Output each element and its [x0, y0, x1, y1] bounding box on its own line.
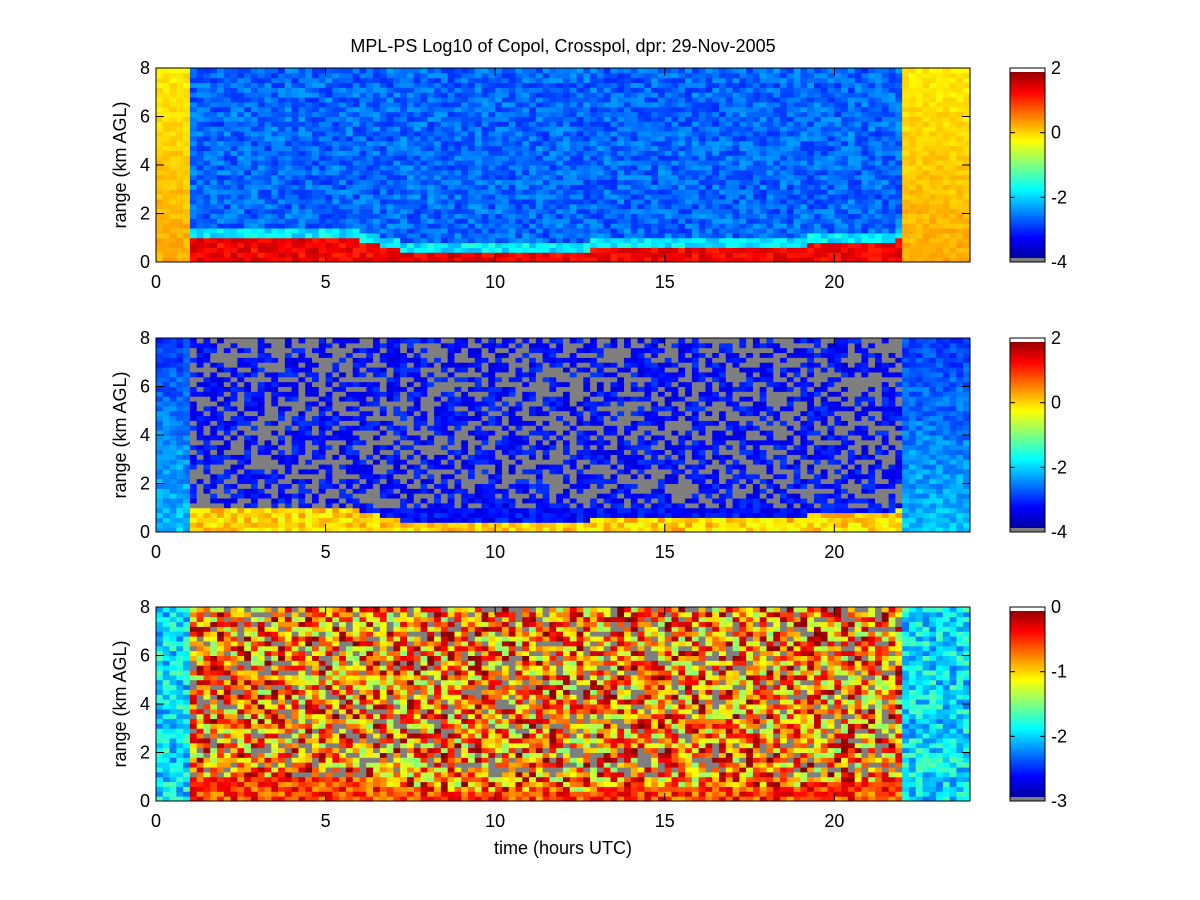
- x-tick-label-1-10: 10: [485, 272, 505, 292]
- x-tick-label-1-20: 20: [824, 272, 844, 292]
- colorbar-missing-2: [1010, 528, 1045, 532]
- heatmap-field-2: [156, 338, 971, 533]
- y-tick-label-1-8: 8: [140, 58, 150, 78]
- colorbar-1: 2 0 -2 -4: [1009, 58, 1067, 272]
- x-tick-label-1-5: 5: [321, 272, 331, 292]
- y-tick-label-3-8: 8: [140, 597, 150, 617]
- x-axis-label: time (hours UTC): [494, 838, 632, 858]
- colorbar-gradient-3: [1010, 607, 1045, 801]
- colorbar-missing-3: [1010, 797, 1045, 801]
- y-tick-label-2-0: 0: [140, 522, 150, 542]
- x-tick-label-3-5: 5: [321, 811, 331, 831]
- x-tick-label-2-10: 10: [485, 542, 505, 562]
- y-axis-label-2: range (km AGL): [110, 371, 130, 498]
- x-tick-label-2-0: 0: [151, 542, 161, 562]
- x-tick-label-2-5: 5: [321, 542, 331, 562]
- cb-tick-label-2-2: 2: [1051, 328, 1061, 348]
- cb-tick-label-2--4: -4: [1051, 522, 1067, 542]
- colorbar-box-3: [1009, 606, 1046, 802]
- x-tick-label-3-15: 15: [655, 811, 675, 831]
- heatmap-field-3: [156, 607, 971, 802]
- chart-title: MPL-PS Log10 of Copol, Crosspol, dpr: 29…: [350, 36, 775, 56]
- x-tick-label-1-15: 15: [655, 272, 675, 292]
- y-tick-label-3-2: 2: [140, 743, 150, 763]
- cb-tick-label-3--2: -2: [1051, 726, 1067, 746]
- cb-tick-label-3--3: -3: [1051, 791, 1067, 811]
- y-tick-label-3-6: 6: [140, 646, 150, 666]
- colorbar-3: 0 -1 -2 -3: [1009, 597, 1067, 811]
- colorbar-box-2: [1009, 337, 1046, 533]
- x-tick-label-3-10: 10: [485, 811, 505, 831]
- cb-tick-label-2--2: -2: [1051, 457, 1067, 477]
- colorbar-top-3: [1010, 607, 1045, 611]
- cb-tick-label-3--1: -1: [1051, 662, 1067, 682]
- y-tick-label-1-4: 4: [140, 155, 150, 175]
- x-tick-label-2-15: 15: [655, 542, 675, 562]
- colorbar-missing-1: [1010, 258, 1045, 262]
- colorbar-top-2: [1010, 338, 1045, 342]
- cb-tick-label-1-0: 0: [1051, 123, 1061, 143]
- x-tick-label-3-20: 20: [824, 811, 844, 831]
- y-axis-label-1: range (km AGL): [110, 101, 130, 228]
- colorbar-box-1: [1009, 67, 1046, 263]
- x-tick-label-3-0: 0: [151, 811, 161, 831]
- y-tick-label-2-2: 2: [140, 474, 150, 494]
- x-tick-label-1-0: 0: [151, 272, 161, 292]
- colorbar-2: 2 0 -2 -4: [1009, 328, 1067, 542]
- colorbar-top-1: [1010, 68, 1045, 72]
- y-axis-label-3: range (km AGL): [110, 640, 130, 767]
- heatmap-field-1: [156, 68, 971, 263]
- cb-tick-label-1--4: -4: [1051, 252, 1067, 272]
- y-tick-label-1-6: 6: [140, 107, 150, 127]
- y-tick-label-2-6: 6: [140, 377, 150, 397]
- y-tick-label-3-4: 4: [140, 694, 150, 714]
- panel-3: 0 5 10 15 20 0 2 4 6 8 range (km AGL) time (hours U…: [110, 597, 1067, 858]
- colorbar-gradient-1: [1010, 68, 1045, 262]
- y-tick-label-1-2: 2: [140, 204, 150, 224]
- cb-tick-label-3-0: 0: [1051, 597, 1061, 617]
- y-tick-label-2-8: 8: [140, 328, 150, 348]
- cb-tick-label-1--2: -2: [1051, 187, 1067, 207]
- cb-tick-label-1-2: 2: [1051, 58, 1061, 78]
- cb-tick-label-2-0: 0: [1051, 393, 1061, 413]
- x-tick-label-2-20: 20: [824, 542, 844, 562]
- y-tick-label-3-0: 0: [140, 791, 150, 811]
- y-tick-label-2-4: 4: [140, 425, 150, 445]
- colorbar-gradient-2: [1010, 338, 1045, 532]
- y-tick-label-1-0: 0: [140, 252, 150, 272]
